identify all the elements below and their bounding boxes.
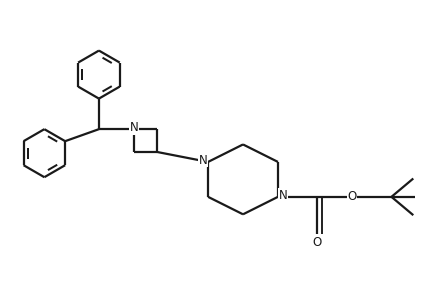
Text: O: O xyxy=(347,190,357,203)
Text: N: N xyxy=(198,154,207,167)
Text: O: O xyxy=(313,236,322,249)
Text: N: N xyxy=(130,121,138,134)
Text: N: N xyxy=(279,188,288,202)
